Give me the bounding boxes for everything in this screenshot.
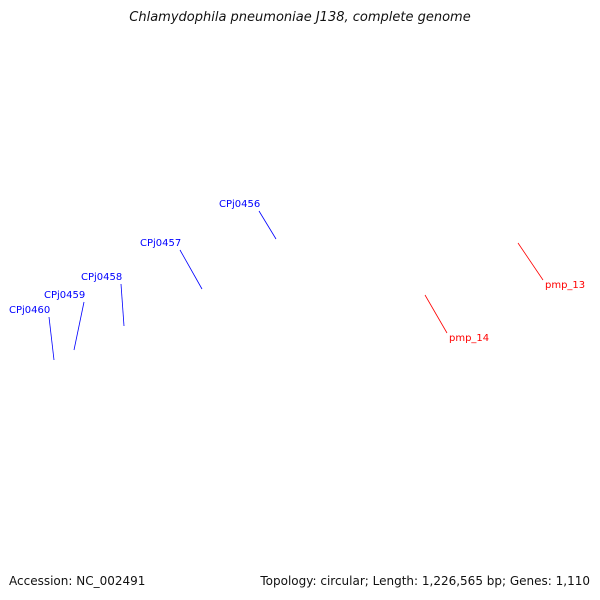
map-title: Chlamydophila pneumoniae J138, complete …	[129, 10, 471, 25]
gene-leader-line	[258, 210, 277, 240]
gene-leader-line	[48, 316, 55, 361]
gene-label: pmp_13	[545, 280, 585, 291]
gene-leader-line	[424, 294, 448, 334]
gene-label: CPj0460	[9, 305, 50, 316]
gene-label: pmp_14	[449, 333, 489, 344]
genome-summary: Topology: circular; Length: 1,226,565 bp…	[260, 574, 590, 588]
gene-label: CPj0456	[219, 199, 260, 210]
gene-leader-line	[179, 249, 203, 290]
gene-label: CPj0459	[44, 290, 85, 301]
accession-text: Accession: NC_002491	[9, 574, 146, 588]
gene-leader-line	[120, 283, 125, 327]
gene-label: CPj0458	[81, 272, 122, 283]
gene-labels: CPj0456 CPj0457 CPj0458 CPj0459 CPj0460 pmp_1…	[9, 199, 585, 361]
gene-leader-line	[517, 242, 544, 281]
gene-label: CPj0457	[140, 238, 181, 249]
gene-leader-line	[73, 301, 85, 351]
